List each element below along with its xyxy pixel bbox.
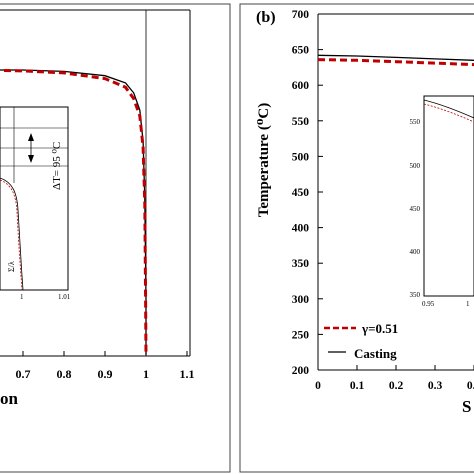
delta-t-arrow-head-up: [28, 133, 34, 141]
y-tick-label: 700: [292, 9, 310, 21]
inset-x-tick-label: 1.01: [58, 293, 71, 301]
series-line-solid: [317, 54, 474, 61]
series-line-dashed: [317, 58, 474, 67]
series-line-dashed: [0, 68, 148, 357]
y-tick-label: 250: [292, 329, 310, 341]
panel-a-inset: ΔT= 95 ⁰C Σ/λ 1 1.01: [0, 106, 71, 301]
y-tick-label: 550: [292, 116, 310, 128]
legend-label-solid: Casting: [354, 346, 397, 361]
inset-y-tick-label: 450: [410, 205, 421, 213]
y-tick-label: 600: [292, 80, 310, 92]
x-tick-label: 0.7: [16, 367, 31, 381]
inset-y-tick-label: 550: [410, 118, 421, 126]
y-tick-label: 400: [292, 223, 310, 235]
panel-b-x-axis-label: S: [462, 397, 471, 416]
y-tick-label: 350: [292, 258, 310, 270]
panel-b-label: (b): [256, 9, 276, 26]
panel-a: 0.7 0.8 0.9 1 1.1 on ΔT= 95 ⁰C Σ/λ 1 1.01: [0, 3, 231, 473]
x-tick-label: 0.1: [350, 380, 365, 392]
panel-b-y-axis-label: Temperature (⁰C): [256, 103, 272, 217]
x-tick-label: 1.1: [180, 367, 195, 381]
panel-a-inset-frame: [0, 106, 69, 291]
y-tick-label: 500: [292, 151, 310, 163]
x-tick-label: 0: [315, 380, 321, 392]
panel-b-inset-frame: [423, 95, 474, 297]
legend: γ=0.51 Casting: [324, 321, 398, 361]
inset-y-tick-label: 500: [410, 162, 421, 170]
inset-curve-solid: [0, 177, 24, 291]
x-tick-label: 0.3: [428, 380, 443, 392]
panel-a-frame: [0, 3, 231, 473]
panel-a-x-axis-label: on: [0, 389, 19, 408]
x-tick-label: 0.2: [389, 380, 404, 392]
inset-x-tick-label: 1: [20, 293, 24, 301]
x-tick-label: 1: [143, 367, 149, 381]
inset-curve-dashed: [0, 179, 23, 291]
inset-x-tick-label: 0.95: [422, 300, 435, 308]
panel-b-inset: 550 500 450 400 350 0.95 1: [410, 95, 474, 308]
delta-t-arrow-head-down: [28, 155, 34, 163]
inset-y-tick-label: 400: [410, 248, 421, 256]
x-tick-label: 0.8: [57, 367, 72, 381]
legend-label-dashed: γ=0.51: [361, 321, 398, 336]
y-tick-label: 650: [292, 45, 310, 57]
inset-y-tick-label: 350: [410, 291, 421, 299]
panel-b-frame: [239, 3, 474, 473]
y-tick-label: 300: [292, 294, 310, 306]
x-tick-label: 0.4: [467, 380, 474, 392]
inset-curve-solid: [423, 99, 474, 119]
inset-axis-label: Σ/λ: [7, 261, 16, 272]
y-tick-label: 200: [292, 365, 310, 377]
delta-t-annotation: ΔT= 95 ⁰C: [51, 142, 63, 190]
x-tick-label: 0.9: [98, 367, 113, 381]
panel-b: 200 250 300 350 400 450 500 550 600 650 700 0 0.1 0.2…: [239, 3, 474, 473]
inset-x-tick-label: 1: [466, 300, 470, 308]
y-tick-label: 450: [292, 187, 310, 199]
inset-curve-dashed: [423, 103, 474, 123]
